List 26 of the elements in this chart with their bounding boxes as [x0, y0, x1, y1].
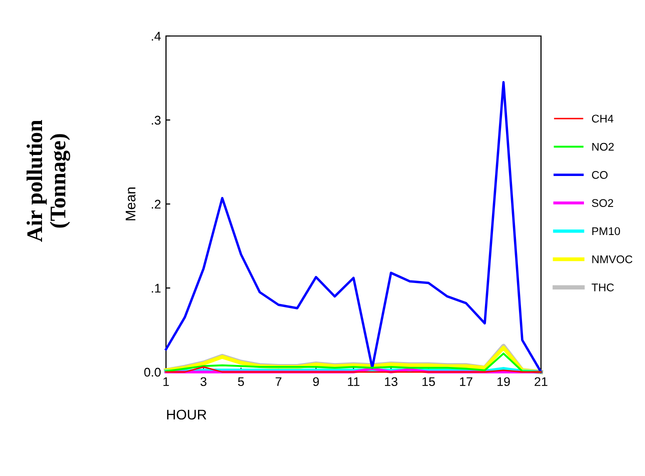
y-tick-label: 0.0 [144, 368, 161, 377]
x-tick-label: 19 [498, 377, 510, 386]
x-tick-label: 17 [460, 377, 472, 386]
x-tick-label: 1 [163, 377, 169, 386]
legend-label: NO2 [592, 142, 614, 151]
y-tick-label: .2 [152, 200, 161, 209]
y-tick-label: .3 [152, 116, 161, 125]
x-tick-label: 9 [313, 377, 319, 386]
x-tick-label: 15 [422, 377, 435, 386]
legend-label: CH4 [592, 114, 614, 123]
legend-label: CO [592, 170, 608, 179]
y-axis-title: Mean [126, 188, 136, 220]
legend-label: SO2 [592, 199, 614, 207]
y-tick-label: .4 [152, 32, 161, 41]
x-tick-label: 13 [385, 377, 398, 386]
x-tick-label: 7 [276, 377, 282, 386]
x-tick-label: 11 [348, 377, 360, 386]
legend-label: PM10 [592, 227, 620, 236]
x-axis-title: HOUR [167, 410, 206, 420]
x-tick-label: 21 [534, 377, 548, 386]
legend-label: THC [592, 284, 614, 292]
y-tick-label: .1 [152, 284, 161, 293]
text: Air pollution (Tonnage) [26, 120, 70, 242]
x-tick-label: 3 [200, 377, 206, 386]
legend-label: NMVOC [592, 255, 632, 264]
x-tick-label: 5 [238, 377, 244, 386]
